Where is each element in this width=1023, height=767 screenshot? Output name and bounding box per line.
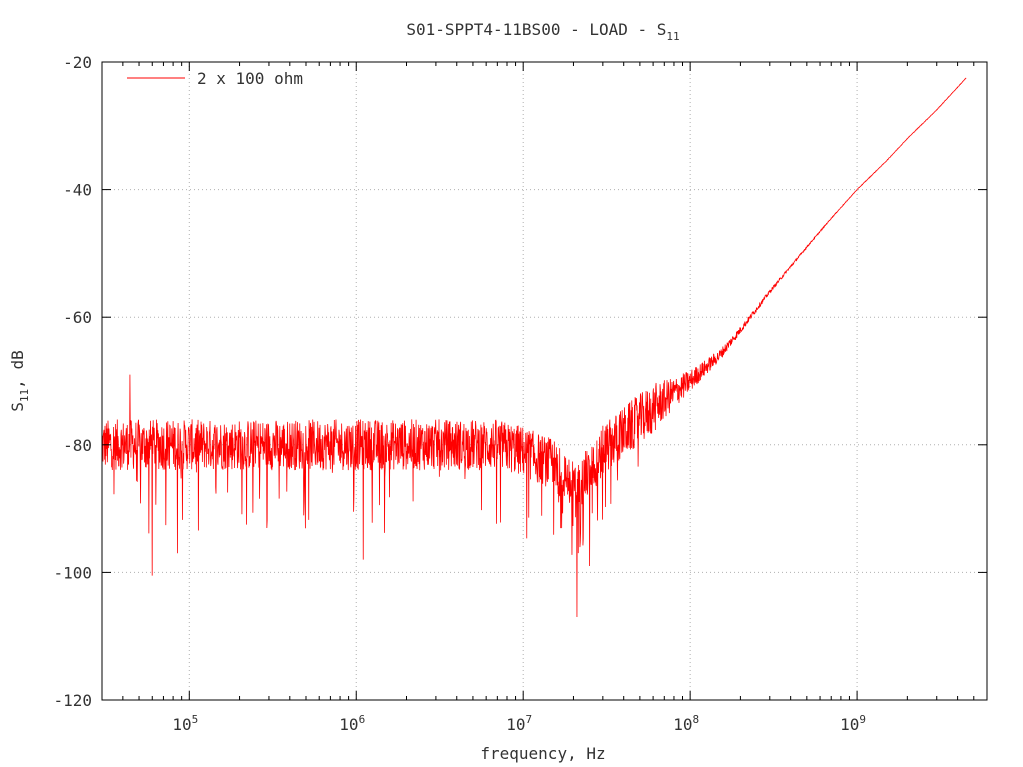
x-tick-label: 106	[339, 713, 365, 734]
legend: 2 x 100 ohm	[127, 69, 303, 88]
y-tick-label: -40	[63, 181, 92, 200]
x-tick-label: 109	[840, 713, 866, 734]
series-line-2x100-ohm	[101, 77, 967, 618]
y-tick-label: -100	[53, 563, 92, 582]
axis-ticks	[102, 61, 987, 701]
x-tick-label: 108	[673, 713, 699, 734]
y-axis-label: S11, dB	[8, 350, 31, 411]
y-tick-label: -120	[53, 691, 92, 710]
plot-frame	[101, 61, 988, 701]
y-tick-label: -80	[63, 436, 92, 455]
axis-tick-labels: -20 -40 -60 -80 -100 -120 105 106 107 108 109	[53, 53, 866, 734]
grid-lines	[102, 62, 987, 700]
x-tick-label: 107	[506, 713, 532, 734]
x-axis-label: frequency, Hz	[480, 744, 605, 763]
plot-area	[101, 77, 967, 618]
chart-title: S01-SPPT4-11BS00 - LOAD - S11	[406, 20, 679, 43]
y-tick-label: -20	[63, 53, 92, 72]
x-tick-label: 105	[172, 713, 198, 734]
legend-label: 2 x 100 ohm	[197, 69, 303, 88]
y-tick-label: -60	[63, 308, 92, 327]
